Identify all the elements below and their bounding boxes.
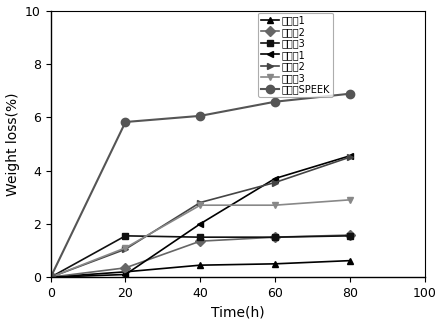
对比例1: [198, 222, 203, 226]
实施例2: [48, 275, 53, 279]
Line: 实施例2: 实施例2: [47, 232, 353, 281]
实施例3: [48, 275, 53, 279]
Line: 对比例3: 对比例3: [47, 196, 353, 281]
实施例1: [198, 263, 203, 267]
对比例2: [48, 275, 53, 279]
实施例3: [272, 235, 278, 239]
Legend: 实施例1, 实施例2, 实施例3, 对比例1, 对比例2, 对比例3, 未掺杂SPEEK: 实施例1, 实施例2, 实施例3, 对比例1, 对比例2, 对比例3, 未掺杂S…: [258, 12, 333, 97]
实施例2: [347, 233, 352, 237]
Line: 未掺杂SPEEK: 未掺杂SPEEK: [46, 90, 354, 281]
未掺杂SPEEK: [123, 120, 128, 124]
Line: 对比例1: 对比例1: [47, 152, 353, 281]
实施例3: [123, 234, 128, 238]
实施例1: [48, 275, 53, 279]
实施例2: [123, 266, 128, 270]
未掺杂SPEEK: [347, 92, 352, 96]
Line: 实施例1: 实施例1: [47, 257, 353, 281]
实施例3: [347, 234, 352, 238]
对比例1: [347, 154, 352, 158]
未掺杂SPEEK: [48, 275, 53, 279]
实施例1: [347, 259, 352, 263]
实施例1: [123, 270, 128, 274]
对比例3: [123, 246, 128, 250]
对比例2: [198, 201, 203, 204]
Y-axis label: Weight loss(%): Weight loss(%): [6, 92, 19, 196]
X-axis label: Time(h): Time(h): [211, 306, 264, 319]
未掺杂SPEEK: [198, 114, 203, 118]
实施例2: [198, 239, 203, 243]
对比例1: [48, 275, 53, 279]
对比例2: [123, 247, 128, 251]
未掺杂SPEEK: [272, 100, 278, 104]
实施例3: [198, 235, 203, 239]
对比例3: [347, 198, 352, 202]
对比例3: [48, 275, 53, 279]
对比例2: [272, 181, 278, 185]
实施例2: [272, 235, 278, 239]
对比例2: [347, 155, 352, 159]
对比例3: [272, 203, 278, 207]
Line: 对比例2: 对比例2: [47, 154, 353, 281]
对比例3: [198, 203, 203, 207]
对比例1: [272, 176, 278, 180]
Line: 实施例3: 实施例3: [47, 232, 353, 281]
实施例1: [272, 262, 278, 266]
对比例1: [123, 273, 128, 277]
